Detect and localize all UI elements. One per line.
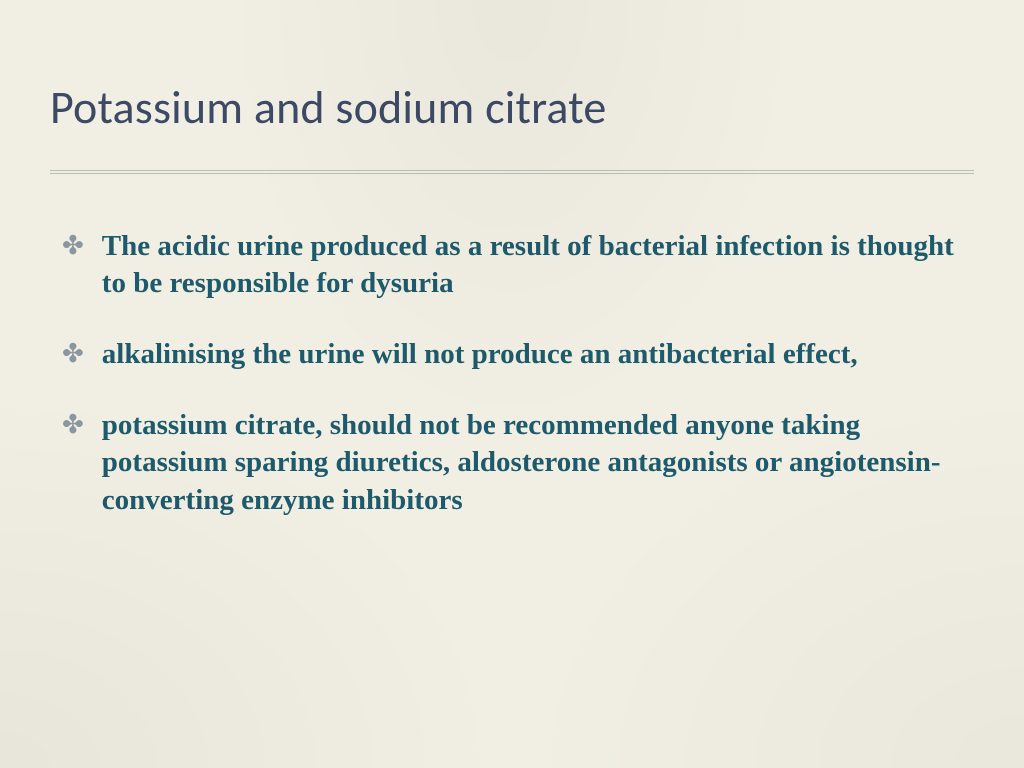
list-item: ✤ The acidic urine produced as a result … (62, 228, 974, 302)
bullet-text: alkalinising the urine will not produce … (102, 336, 858, 373)
bullet-icon: ✤ (62, 230, 84, 263)
bullet-icon: ✤ (62, 409, 84, 442)
list-item: ✤ potassium citrate, should not be recom… (62, 407, 974, 518)
bullet-text: potassium citrate, should not be recomme… (102, 407, 974, 518)
slide-title: Potassium and sodium citrate (50, 80, 974, 136)
bullet-text: The acidic urine produced as a result of… (102, 228, 974, 302)
bullet-list: ✤ The acidic urine produced as a result … (50, 228, 974, 519)
title-divider (50, 170, 974, 174)
list-item: ✤ alkalinising the urine will not produc… (62, 336, 974, 373)
bullet-icon: ✤ (62, 338, 84, 371)
